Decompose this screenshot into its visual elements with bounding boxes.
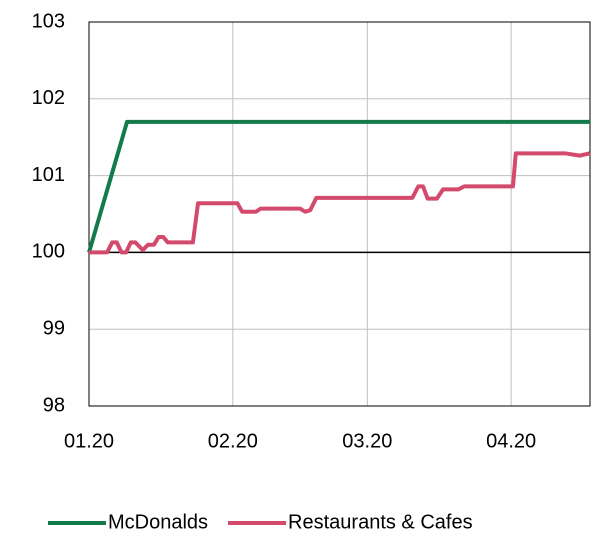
x-tick-label: 01.20	[64, 430, 114, 452]
y-tick-label: 98	[43, 394, 65, 416]
y-tick-label: 100	[32, 241, 65, 263]
line-series	[87, 119, 590, 253]
x-tick-label: 02.20	[208, 430, 258, 452]
x-tick-label: 04.20	[486, 430, 536, 452]
line-series	[89, 151, 591, 255]
legend-label: Restaurants & Cafes	[288, 511, 473, 533]
y-tick-label: 102	[32, 87, 65, 109]
y-tick-label: 101	[32, 164, 65, 186]
x-tick-label: 03.20	[342, 430, 392, 452]
y-tick-label: 103	[32, 10, 65, 32]
y-tick-label: 99	[43, 317, 65, 339]
plot-border	[88, 21, 591, 407]
legend-label: McDonalds	[108, 511, 208, 533]
